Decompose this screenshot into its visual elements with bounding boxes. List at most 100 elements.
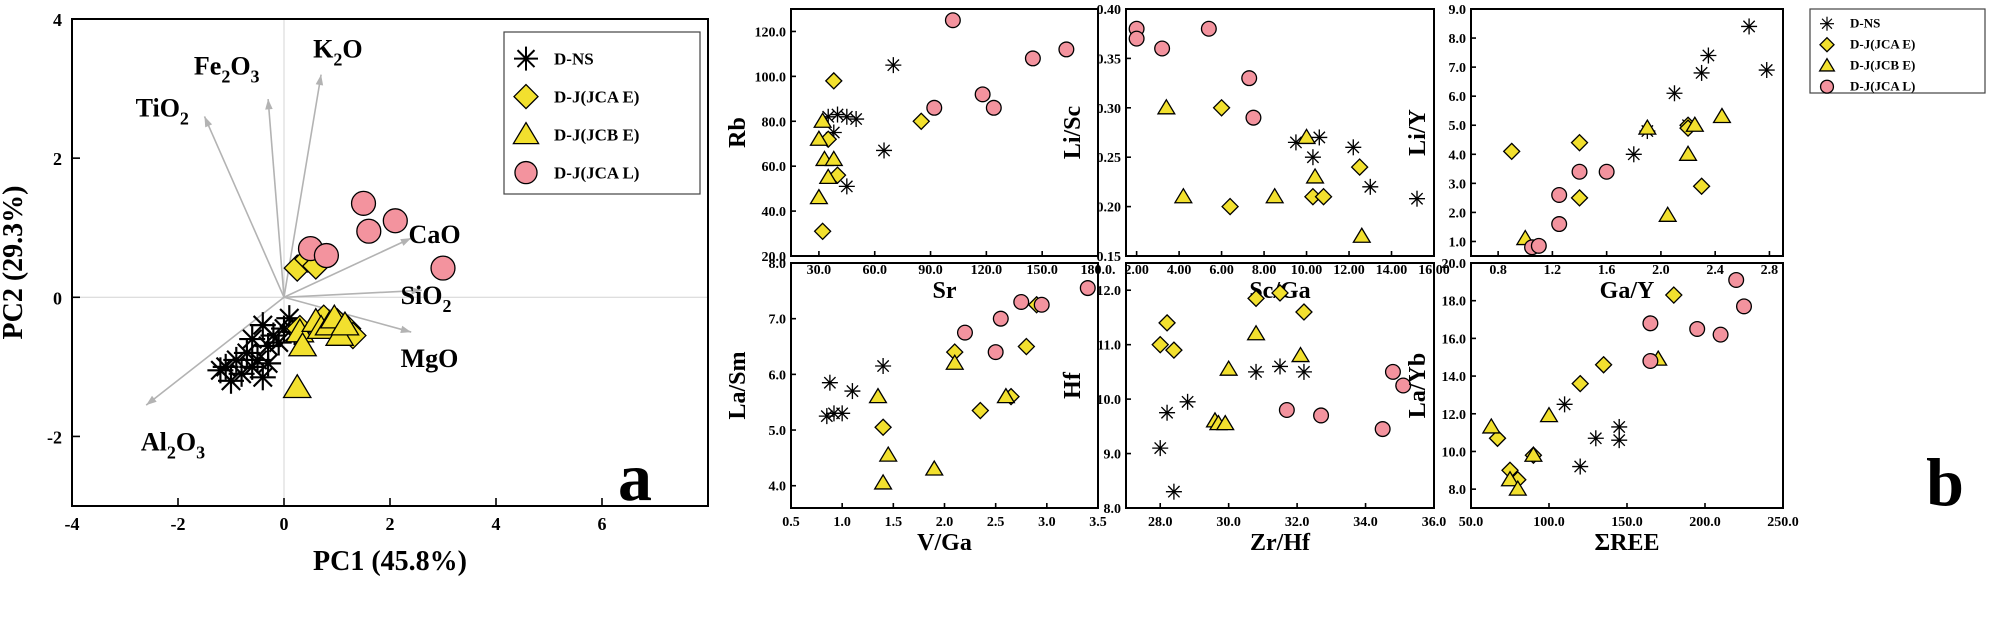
- subscript: 2: [443, 296, 452, 316]
- asterisk-stroke: [258, 353, 279, 374]
- data-point: [834, 405, 851, 422]
- y-axis-title: Li/Sc: [1060, 105, 1086, 159]
- data-point: [985, 99, 1002, 116]
- data-point: [809, 129, 829, 146]
- data-point: [1712, 326, 1729, 343]
- data-point: [1154, 40, 1171, 57]
- data-point: [1248, 363, 1265, 380]
- asterisk-stroke: [887, 59, 900, 72]
- y-tick-label: 11.0: [1097, 339, 1121, 354]
- y-tick-label: 4.0: [769, 480, 787, 495]
- y-tick-label: 6.0: [1449, 90, 1467, 105]
- plot-frame: [1470, 8, 1784, 257]
- panel-label-b: b: [1926, 444, 1964, 520]
- x-tick-label: 2.4: [1706, 263, 1724, 278]
- plot-frame: [1125, 262, 1435, 509]
- data-point: [924, 459, 944, 476]
- label-part: O: [342, 34, 362, 63]
- y-axis-title: Rb: [725, 117, 751, 148]
- data-point: [1156, 98, 1176, 115]
- y-tick-label: 9.0: [1104, 448, 1122, 463]
- data-point: [1642, 352, 1659, 370]
- legend-label-jcbe: D-J(JCB E): [554, 126, 639, 145]
- data-point: [1693, 64, 1710, 81]
- data-point: [1158, 313, 1176, 332]
- asterisk-stroke: [1297, 365, 1311, 379]
- asterisk-stroke: [1821, 18, 1833, 30]
- data-point: [1637, 118, 1657, 135]
- data-point: [1152, 440, 1169, 457]
- legend-marker-jcae: [513, 83, 539, 110]
- vector-line: [283, 74, 322, 298]
- data-point: [1221, 197, 1240, 216]
- data-point: [818, 408, 835, 425]
- y-tick-label: 8.0: [769, 257, 787, 272]
- y-tick-label: 60.0: [762, 160, 787, 175]
- data-point: [974, 86, 991, 103]
- series-jcbe: [1156, 98, 1372, 243]
- data-point: [813, 112, 833, 128]
- y-tick-label: 4.0: [1449, 148, 1467, 163]
- data-point: [1305, 167, 1325, 184]
- data-point: [1481, 417, 1501, 434]
- chart-gay-liy: 0.8 1.2 1.6 2.0 2.4 2.8 1.0 2.0 3.0 4.0 5.0 6.0 7.0 8…: [1405, 3, 1784, 304]
- data-point: [1625, 146, 1642, 163]
- series-dns: [1556, 396, 1628, 475]
- data-point: [1350, 158, 1369, 176]
- y-axis-title: La/Yb: [1405, 353, 1431, 418]
- asterisk-stroke: [1760, 63, 1773, 77]
- asterisk-stroke: [1574, 460, 1587, 473]
- x-tick-label: 100.0: [1533, 515, 1565, 530]
- legend-frame: [1809, 8, 1986, 94]
- y-tick-label: 2.0: [1449, 206, 1467, 221]
- data-point: [1017, 337, 1036, 356]
- data-point: [992, 310, 1009, 327]
- y-tick-label: 4: [53, 10, 62, 30]
- x-tick-label: 200.0: [1689, 515, 1721, 530]
- asterisk-stroke: [1289, 136, 1303, 149]
- x-tick-label: 1.6: [1598, 263, 1616, 278]
- y-tick-label: 2: [53, 149, 62, 169]
- data-point: [1271, 284, 1289, 302]
- x-tick-label: 50.0: [1459, 515, 1484, 530]
- data-point: [1290, 346, 1311, 363]
- data-point: [1523, 445, 1543, 462]
- subscript: 2: [180, 108, 189, 128]
- panel-label-a: a: [618, 439, 652, 515]
- series-dns: [820, 57, 902, 195]
- asterisk-stroke: [1668, 87, 1681, 100]
- data-point: [1502, 142, 1521, 161]
- asterisk-stroke: [1347, 141, 1360, 154]
- data-point: [821, 374, 838, 391]
- legend-label-jcbe: D-J(JCB E): [1850, 58, 1915, 73]
- label-part: O: [230, 52, 250, 81]
- y-tick-label: 5.0: [769, 424, 787, 439]
- x-tick-label: 150.0: [1026, 263, 1058, 278]
- x-tick-label: 1.2: [1544, 263, 1562, 278]
- data-point: [207, 357, 234, 384]
- x-axis-title: V/Ga: [917, 530, 972, 556]
- loading-vector-tio2: [203, 116, 285, 298]
- series-jcal: [1278, 363, 1412, 438]
- x-tick-label: 6.00: [1209, 263, 1234, 278]
- label-part: O: [176, 427, 196, 456]
- data-point: [282, 373, 313, 399]
- asterisk-stroke: [849, 112, 863, 126]
- data-point: [1384, 363, 1401, 380]
- vector-label-mgo: MgO: [401, 344, 459, 373]
- data-point: [1304, 149, 1321, 166]
- data-point: [876, 142, 893, 159]
- legend-label-jcae: D-J(JCA E): [1850, 37, 1915, 52]
- x-tick-label: 90.0: [918, 263, 943, 278]
- x-axis-title: Sr: [933, 278, 957, 304]
- series-jcae: [813, 71, 931, 241]
- asterisk-stroke: [840, 180, 853, 193]
- data-point: [1165, 483, 1182, 500]
- asterisk-stroke: [876, 359, 890, 373]
- y-axis-title: Li/Y: [1405, 109, 1431, 156]
- data-point: [1079, 280, 1096, 297]
- y-axis-title: Hf: [1060, 371, 1086, 399]
- vector-arrowhead: [315, 74, 324, 86]
- data-point: [1173, 187, 1193, 204]
